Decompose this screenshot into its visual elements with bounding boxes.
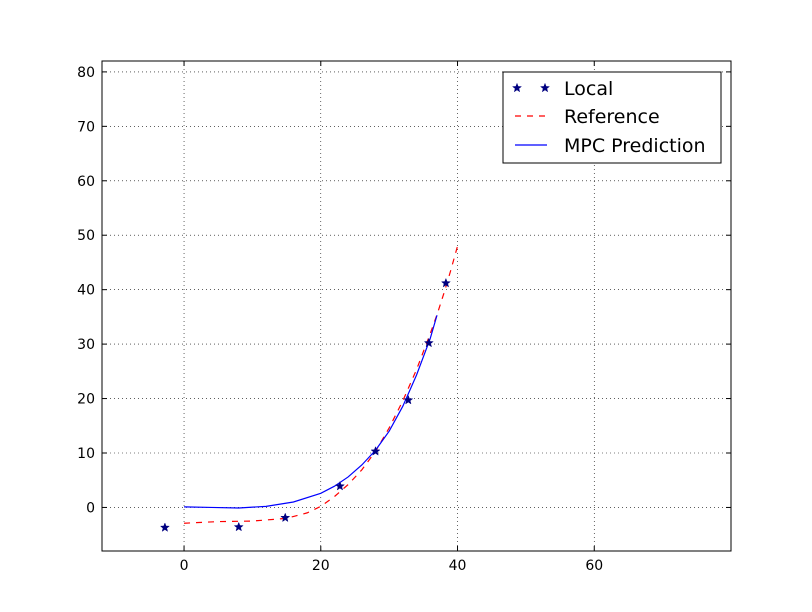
y-tick-label: 30	[77, 337, 95, 353]
y-tick-label: 20	[77, 392, 95, 408]
y-tick-label: 60	[77, 174, 95, 190]
y-tick-label: 70	[77, 119, 95, 135]
x-tick-label: 20	[312, 558, 330, 574]
legend-local-marker	[511, 82, 523, 93]
legend-label: Local	[564, 78, 613, 100]
plot-frame	[101, 60, 732, 552]
reference-line	[184, 245, 459, 524]
local-point	[370, 446, 381, 456]
y-tick-label: 40	[77, 283, 95, 299]
local-point	[440, 277, 451, 288]
legend-label: MPC Prediction	[564, 135, 706, 157]
x-tick-label: 60	[585, 558, 603, 574]
series-layer	[159, 245, 459, 532]
local-point	[334, 480, 345, 491]
legend-local-marker	[539, 82, 551, 93]
local-point	[233, 521, 244, 532]
grid	[102, 61, 731, 551]
local-point	[159, 522, 170, 532]
legend: Local Reference MPC Prediction	[502, 71, 722, 164]
mpc-prediction-line	[184, 315, 438, 509]
x-tick-label: 40	[449, 558, 467, 574]
y-tick-label: 0	[86, 500, 95, 516]
x-tick-label: 0	[180, 558, 189, 574]
y-tick-label: 80	[77, 65, 95, 81]
y-tick-label: 10	[77, 446, 95, 462]
legend-label: Reference	[564, 106, 660, 128]
local-point	[280, 512, 291, 523]
legend-box	[502, 71, 722, 164]
local-point	[403, 394, 414, 405]
y-tick-label: 50	[77, 228, 95, 244]
local-point	[423, 337, 434, 348]
ticks: 0 20 40 60 0 10 20 30 40 50 60 70 80	[77, 61, 731, 574]
